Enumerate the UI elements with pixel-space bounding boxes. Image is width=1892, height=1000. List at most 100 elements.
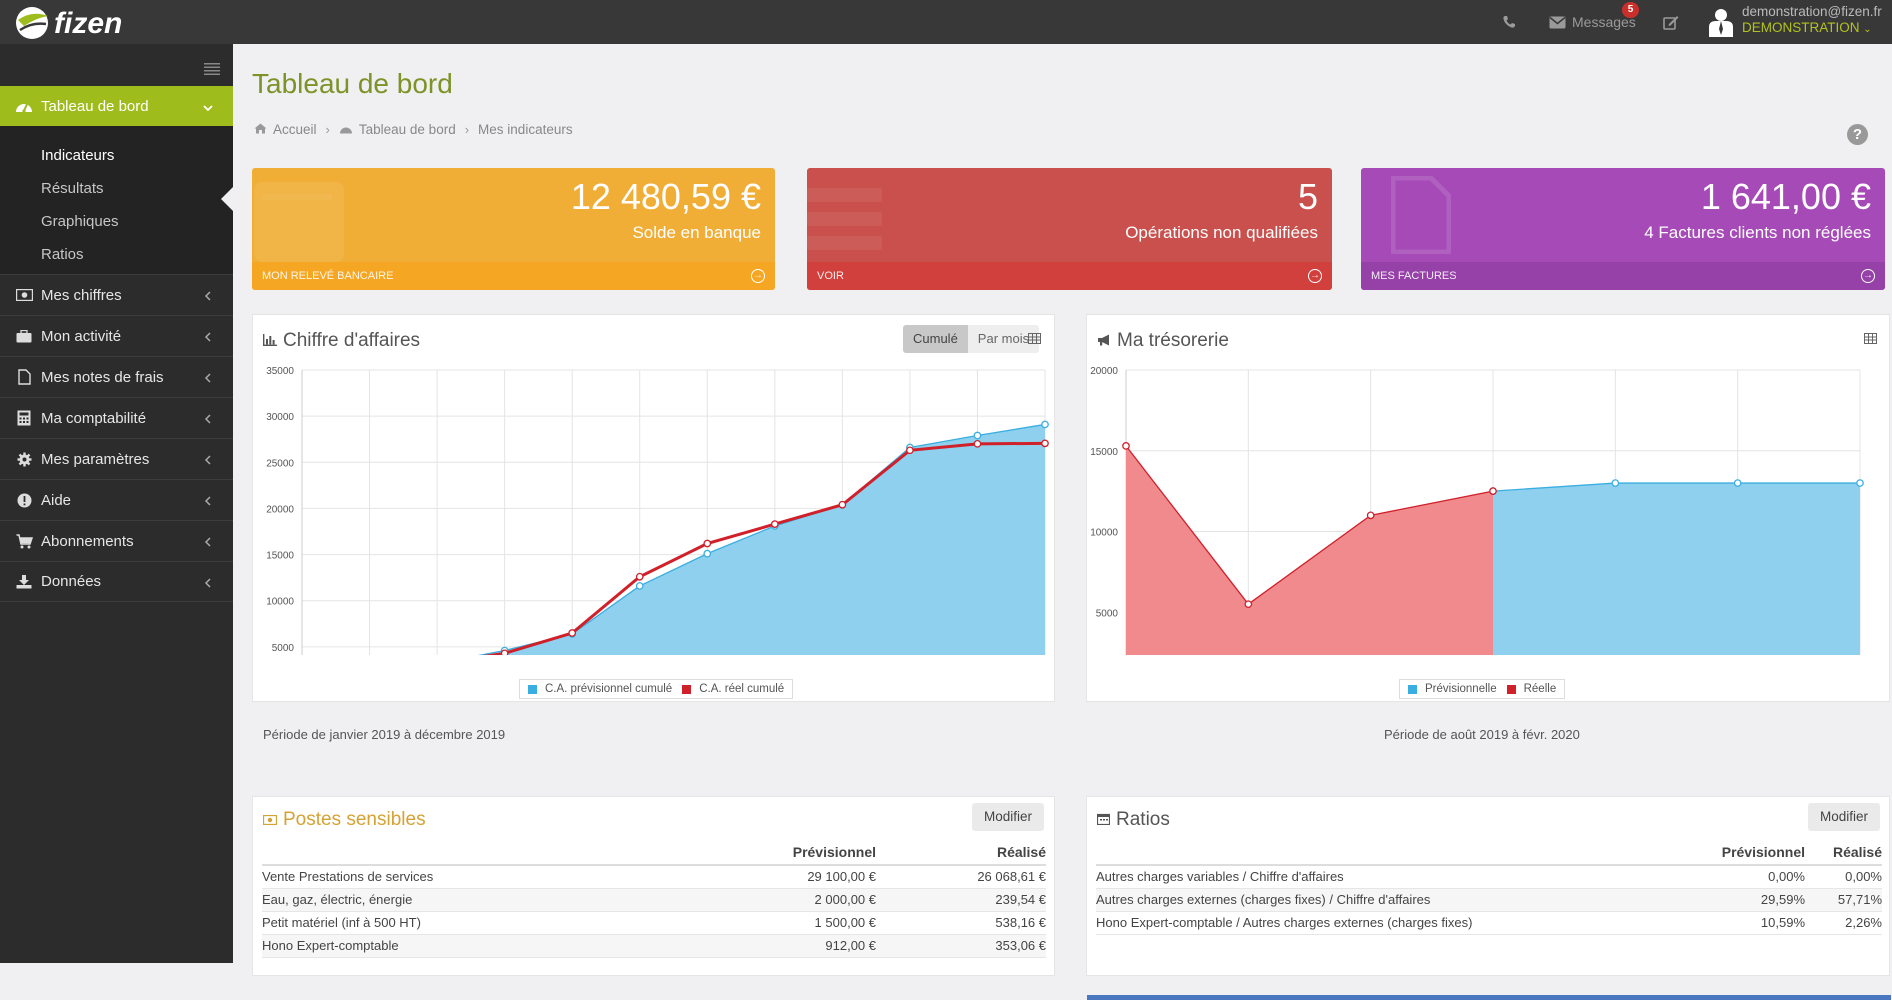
legend-previsionnel[interactable]: C.A. prévisionnel cumulé <box>545 683 673 695</box>
money-icon <box>15 286 33 304</box>
data-point <box>973 431 982 440</box>
series-line <box>483 441 1046 655</box>
help-icon[interactable]: ? <box>1847 124 1868 145</box>
info-icon <box>15 491 33 509</box>
data-point <box>568 629 577 637</box>
file-icon <box>15 368 33 386</box>
legend-reelle[interactable]: Réelle <box>1523 683 1557 695</box>
postes-panel: Postes sensibles Modifier Prévisionnel R… <box>252 796 1055 976</box>
user-email[interactable]: demonstration@fizen.fr <box>1742 4 1882 19</box>
edit-icon[interactable] <box>1663 0 1679 44</box>
ratios-table: Prévisionnel Réalisé Autres charges vari… <box>1096 839 1882 935</box>
revenue-view-toggle: Cumulé Par mois <box>903 325 1040 353</box>
sidebar-item-notes-de-frais[interactable]: Mes notes de frais <box>0 356 233 397</box>
treasury-chart: 0500010000150002000008/1909/1910/1911/19… <box>1090 366 1864 655</box>
chevron-right-icon: › <box>464 122 470 137</box>
subnav-indicateurs[interactable]: Indicateurs <box>41 147 115 164</box>
chevron-down-icon <box>203 99 213 116</box>
cell-label: Autres charges externes (charges fixes) … <box>1096 888 1685 912</box>
chevron-left-icon <box>204 329 211 346</box>
user-name: DEMONSTRATION <box>1742 20 1860 35</box>
sidebar-item-tableau-de-bord[interactable]: Tableau de bord <box>0 86 233 126</box>
operations-view-link[interactable]: VOIR → <box>807 262 1332 290</box>
sidebar-item-aide[interactable]: Aide <box>0 479 233 520</box>
subnav-ratios[interactable]: Ratios <box>41 246 84 263</box>
cell-previsionnel: 0,00% <box>1685 865 1805 889</box>
cell-realise: 26 068,61 € <box>876 865 1046 889</box>
revenue-title-text: Chiffre d'affaires <box>283 330 421 351</box>
money-icon <box>262 809 278 831</box>
series-area <box>481 424 1045 655</box>
scroll-indicator <box>1087 995 1891 1000</box>
messages-link[interactable]: Messages <box>1549 0 1636 44</box>
menu-toggle-icon[interactable] <box>204 62 220 75</box>
data-point <box>1244 600 1253 609</box>
par-mois-button[interactable]: Par mois <box>967 325 1040 353</box>
table-row[interactable]: Vente Prestations de services 29 100,00 €… <box>262 865 1046 889</box>
legend-reel[interactable]: C.A. réel cumulé <box>699 683 785 695</box>
table-row[interactable]: Autres charges externes (charges fixes) … <box>1096 888 1882 912</box>
cell-realise: 0,00% <box>1805 865 1882 889</box>
table-icon[interactable] <box>1028 331 1041 349</box>
breadcrumb-dashboard[interactable]: Tableau de bord <box>358 122 456 137</box>
main-content: Tableau de bord Accueil › Tableau de bor… <box>233 44 1892 1000</box>
phone-icon[interactable] <box>1502 0 1516 44</box>
table-row[interactable]: Petit matériel (inf à 500 HT) 1 500,00 €5… <box>262 911 1046 935</box>
legend-previsionnelle[interactable]: Prévisionnelle <box>1425 683 1497 695</box>
sidebar-item-donnees[interactable]: Données <box>0 561 233 602</box>
cell-realise: 353,06 € <box>876 934 1046 958</box>
table-row[interactable]: Eau, gaz, électric, énergie 2 000,00 €239… <box>262 888 1046 912</box>
arrow-right-circle-icon: → <box>751 269 765 283</box>
sidebar-item-label: Mon activité <box>41 327 122 345</box>
chevron-down-icon: ⌄ <box>1863 24 1872 35</box>
cell-previsionnel: 1 500,00 € <box>726 911 876 935</box>
cell-realise: 57,71% <box>1805 888 1882 912</box>
sidebar-item-ma-comptabilite[interactable]: Ma comptabilité <box>0 397 233 438</box>
data-point <box>703 549 712 558</box>
invoices-link[interactable]: MES FACTURES → <box>1361 262 1885 290</box>
sidebar-item-mes-parametres[interactable]: Mes paramètres <box>0 438 233 479</box>
subnav-resultats[interactable]: Résultats <box>41 180 104 197</box>
gear-icon <box>15 450 33 468</box>
revenue-panel: Chiffre d'affaires Cumulé Par mois 05000… <box>252 314 1055 742</box>
user-name-menu[interactable]: DEMONSTRATION ⌄ <box>1742 20 1872 35</box>
sidebar-item-label: Abonnements <box>41 532 134 550</box>
chevron-right-icon: › <box>325 122 330 137</box>
table-row[interactable]: Hono Expert-comptable / Autres charges e… <box>1096 911 1882 935</box>
invoices-amount: 1 641,00 € <box>1700 176 1871 217</box>
subnav-graphiques[interactable]: Graphiques <box>41 213 119 230</box>
sidebar-item-label: Mes chiffres <box>41 286 122 304</box>
sidebar-item-abonnements[interactable]: Abonnements <box>0 520 233 561</box>
user-icon[interactable] <box>1708 0 1734 44</box>
cumule-button[interactable]: Cumulé <box>903 325 968 353</box>
breadcrumb-home[interactable]: Accueil <box>273 122 317 137</box>
calendar-icon <box>1096 809 1111 831</box>
table-row[interactable]: Autres charges variables / Chiffre d'aff… <box>1096 865 1882 889</box>
invoices-card: 1 641,00 € 4 Factures clients non réglée… <box>1361 168 1885 290</box>
dashboard-icon <box>339 122 353 137</box>
table-row[interactable]: Hono Expert-comptable 912,00 €353,06 € <box>262 934 1046 958</box>
table-icon[interactable] <box>1864 331 1877 349</box>
legend-swatch <box>528 684 537 694</box>
sidebar-item-mon-activite[interactable]: Mon activité <box>0 315 233 356</box>
fizen-logo[interactable]: fizen <box>14 2 164 42</box>
operations-card: 5 Opérations non qualifiées VOIR → <box>807 168 1332 290</box>
postes-title-text: Postes sensibles <box>283 809 426 830</box>
bank-card-icon <box>254 182 344 262</box>
y-tick-label: 15000 <box>266 551 294 562</box>
ratios-modifier-button[interactable]: Modifier <box>1808 803 1880 831</box>
cell-previsionnel: 2 000,00 € <box>726 888 876 912</box>
col-header-realise: Réalisé <box>876 839 1046 866</box>
postes-modifier-button[interactable]: Modifier <box>972 803 1044 831</box>
cell-realise: 2,26% <box>1805 911 1882 935</box>
ratios-title-text: Ratios <box>1116 809 1170 830</box>
data-point <box>1856 479 1864 487</box>
sidebar-item-mes-chiffres[interactable]: Mes chiffres <box>0 274 233 315</box>
bank-statement-link[interactable]: MON RELEVÉ BANCAIRE → <box>252 262 775 290</box>
chevron-left-icon <box>204 288 211 305</box>
operations-count: 5 <box>1297 176 1318 217</box>
data-point <box>635 572 644 581</box>
bank-statement-label: MON RELEVÉ BANCAIRE <box>262 270 394 282</box>
data-point <box>770 520 779 528</box>
data-point <box>906 446 914 455</box>
